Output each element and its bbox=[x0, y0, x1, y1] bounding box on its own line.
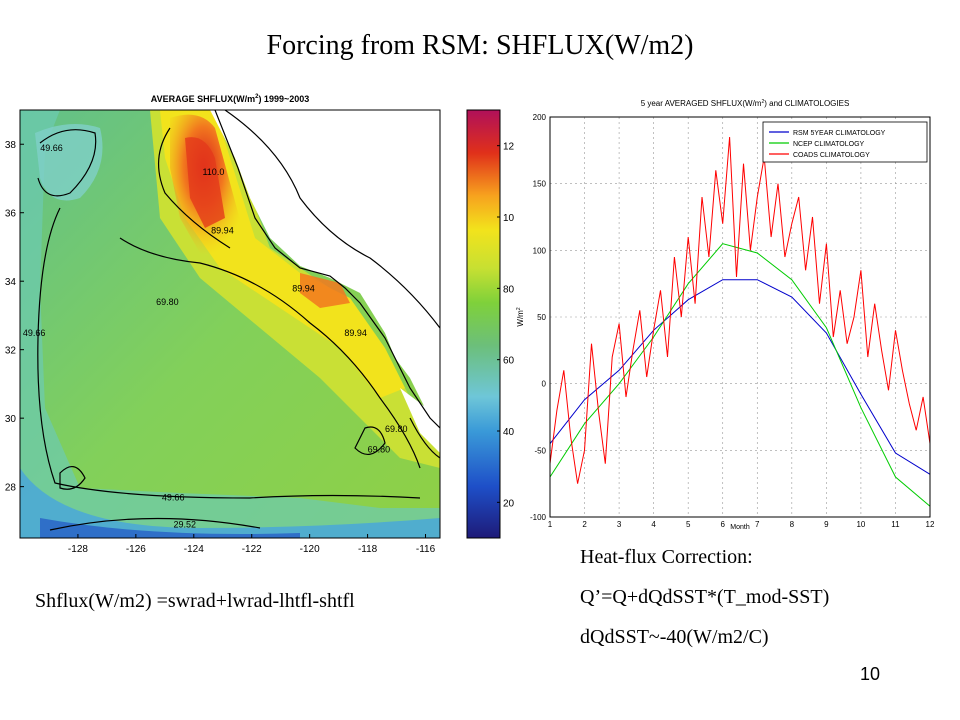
map-contour-label: 29.52 bbox=[174, 520, 197, 530]
map-y-ticks: 38 36 34 32 30 28 bbox=[5, 140, 24, 494]
shflux-map-chart: AVERAGE SHFLUX(W/m2) 1999~2003 49.66 110.… bbox=[5, 94, 515, 555]
line-chart-ylabel: W/m2 bbox=[516, 307, 525, 326]
line-chart-legend: RSM 5YEAR CLIMATOLOGY NCEP CLIMATOLOGY COA… bbox=[762, 121, 928, 163]
colorbar-tick-label: 40 bbox=[503, 427, 515, 438]
legend-label: RSM 5YEAR CLIMATOLOGY bbox=[793, 130, 886, 137]
slide-title: Forcing from RSM: SHFLUX(W/m2) bbox=[266, 30, 694, 61]
series-line-coads-climatology bbox=[549, 136, 931, 484]
map-x-tick-label: -116 bbox=[416, 544, 436, 555]
map-y-tick-label: 28 bbox=[5, 483, 17, 494]
line-chart-y-tick-label: -100 bbox=[530, 513, 547, 522]
colorbar-tick-label: 80 bbox=[503, 284, 515, 295]
line-chart-x-tick-label: 8 bbox=[790, 520, 795, 529]
legend-label: NCEP CLIMATOLOGY bbox=[793, 141, 865, 148]
map-y-tick-label: 30 bbox=[5, 414, 17, 425]
map-x-tick-label: -126 bbox=[126, 544, 146, 555]
map-contour-label: 69.80 bbox=[385, 424, 408, 434]
colorbar-ticks: 12 10 80 60 40 20 bbox=[497, 142, 515, 509]
legend-label: COADS CLIMATOLOGY bbox=[793, 152, 870, 159]
correction-coefficient: dQdSST~-40(W/m2/C) bbox=[580, 626, 769, 648]
line-chart-y-tick-label: 150 bbox=[533, 180, 547, 189]
line-chart-x-tick-label: 11 bbox=[891, 520, 900, 529]
colorbar bbox=[466, 109, 501, 539]
climatology-line-chart: 5 year AVERAGED SHFLUX(W/m2) and CLIMATO… bbox=[516, 99, 935, 531]
map-field bbox=[20, 110, 440, 538]
map-contour-label: 69.80 bbox=[368, 444, 391, 454]
line-chart-y-tick-label: 100 bbox=[533, 246, 547, 255]
map-contour-label: 49.66 bbox=[23, 328, 46, 338]
shflux-formula: Shflux(W/m2) =swrad+lwrad-lhtfl-shtfl bbox=[35, 590, 355, 612]
map-contour-label: 110.0 bbox=[202, 167, 224, 177]
map-contour-label: 89.94 bbox=[292, 283, 315, 293]
correction-title: Heat-flux Correction: bbox=[580, 546, 753, 568]
map-contour-label: 69.80 bbox=[156, 297, 179, 307]
line-chart-y-ticks: 200 150 100 50 0 -50 -100 bbox=[530, 113, 547, 522]
map-x-tick-label: -122 bbox=[242, 544, 262, 555]
line-chart-x-tick-label: 7 bbox=[755, 520, 760, 529]
page-number: 10 bbox=[860, 664, 881, 684]
map-contour-label: 89.94 bbox=[344, 328, 367, 338]
map-y-tick-label: 32 bbox=[5, 346, 17, 357]
map-contour-label: 49.66 bbox=[40, 143, 63, 153]
map-frame bbox=[19, 109, 441, 539]
line-chart-x-tick-label: 5 bbox=[686, 520, 691, 529]
line-chart-x-tick-label: 4 bbox=[651, 520, 656, 529]
line-chart-x-tick-label: 9 bbox=[824, 520, 829, 529]
colorbar-tick-label: 12 bbox=[503, 142, 515, 153]
legend-box bbox=[762, 121, 928, 163]
map-contour-labels: 49.66 110.0 89.94 89.94 69.80 49.66 89.94 69.80… bbox=[23, 143, 408, 530]
map-x-ticks: -128 -126 -124 -122 -120 -118 -116 bbox=[68, 534, 436, 555]
map-contour-label: 49.66 bbox=[162, 492, 185, 502]
map-contour-label: 89.94 bbox=[211, 225, 234, 235]
colorbar-tick-label: 20 bbox=[503, 498, 515, 509]
line-chart-series bbox=[549, 136, 931, 507]
map-y-tick-label: 34 bbox=[5, 277, 17, 288]
line-chart-x-tick-label: 6 bbox=[721, 520, 726, 529]
map-x-tick-label: -118 bbox=[358, 544, 378, 555]
colorbar-tick-label: 10 bbox=[503, 213, 515, 224]
line-chart-x-ticks: 1 2 3 4 5 6 7 8 9 10 11 12 bbox=[548, 520, 935, 529]
line-chart-x-tick-label: 12 bbox=[926, 520, 935, 529]
colorbar-tick-label: 60 bbox=[503, 356, 515, 367]
line-chart-x-tick-label: 3 bbox=[617, 520, 622, 529]
line-chart-y-tick-label: 50 bbox=[537, 313, 546, 322]
map-y-tick-label: 36 bbox=[5, 209, 17, 220]
map-x-tick-label: -124 bbox=[184, 544, 204, 555]
map-x-tick-label: -128 bbox=[68, 544, 88, 555]
line-chart-y-tick-label: 200 bbox=[533, 113, 547, 122]
series-line-ncep-climatology bbox=[549, 243, 931, 507]
line-chart-frame bbox=[549, 116, 931, 518]
line-chart-x-tick-label: 2 bbox=[582, 520, 587, 529]
map-title: AVERAGE SHFLUX(W/m2) 1999~2003 bbox=[151, 94, 309, 104]
map-y-tick-label: 38 bbox=[5, 140, 17, 151]
line-chart-x-tick-label: 10 bbox=[856, 520, 865, 529]
line-chart-title: 5 year AVERAGED SHFLUX(W/m2) and CLIMATO… bbox=[641, 99, 850, 108]
line-chart-y-tick-label: 0 bbox=[542, 380, 547, 389]
line-chart-xlabel: Month bbox=[730, 524, 750, 531]
line-chart-y-tick-label: -50 bbox=[534, 446, 546, 455]
map-x-tick-label: -120 bbox=[300, 544, 320, 555]
line-chart-x-tick-label: 1 bbox=[548, 520, 553, 529]
correction-equation: Q’=Q+dQdSST*(T_mod-SST) bbox=[580, 586, 830, 608]
series-line-rsm-5year-climatology bbox=[549, 279, 931, 475]
